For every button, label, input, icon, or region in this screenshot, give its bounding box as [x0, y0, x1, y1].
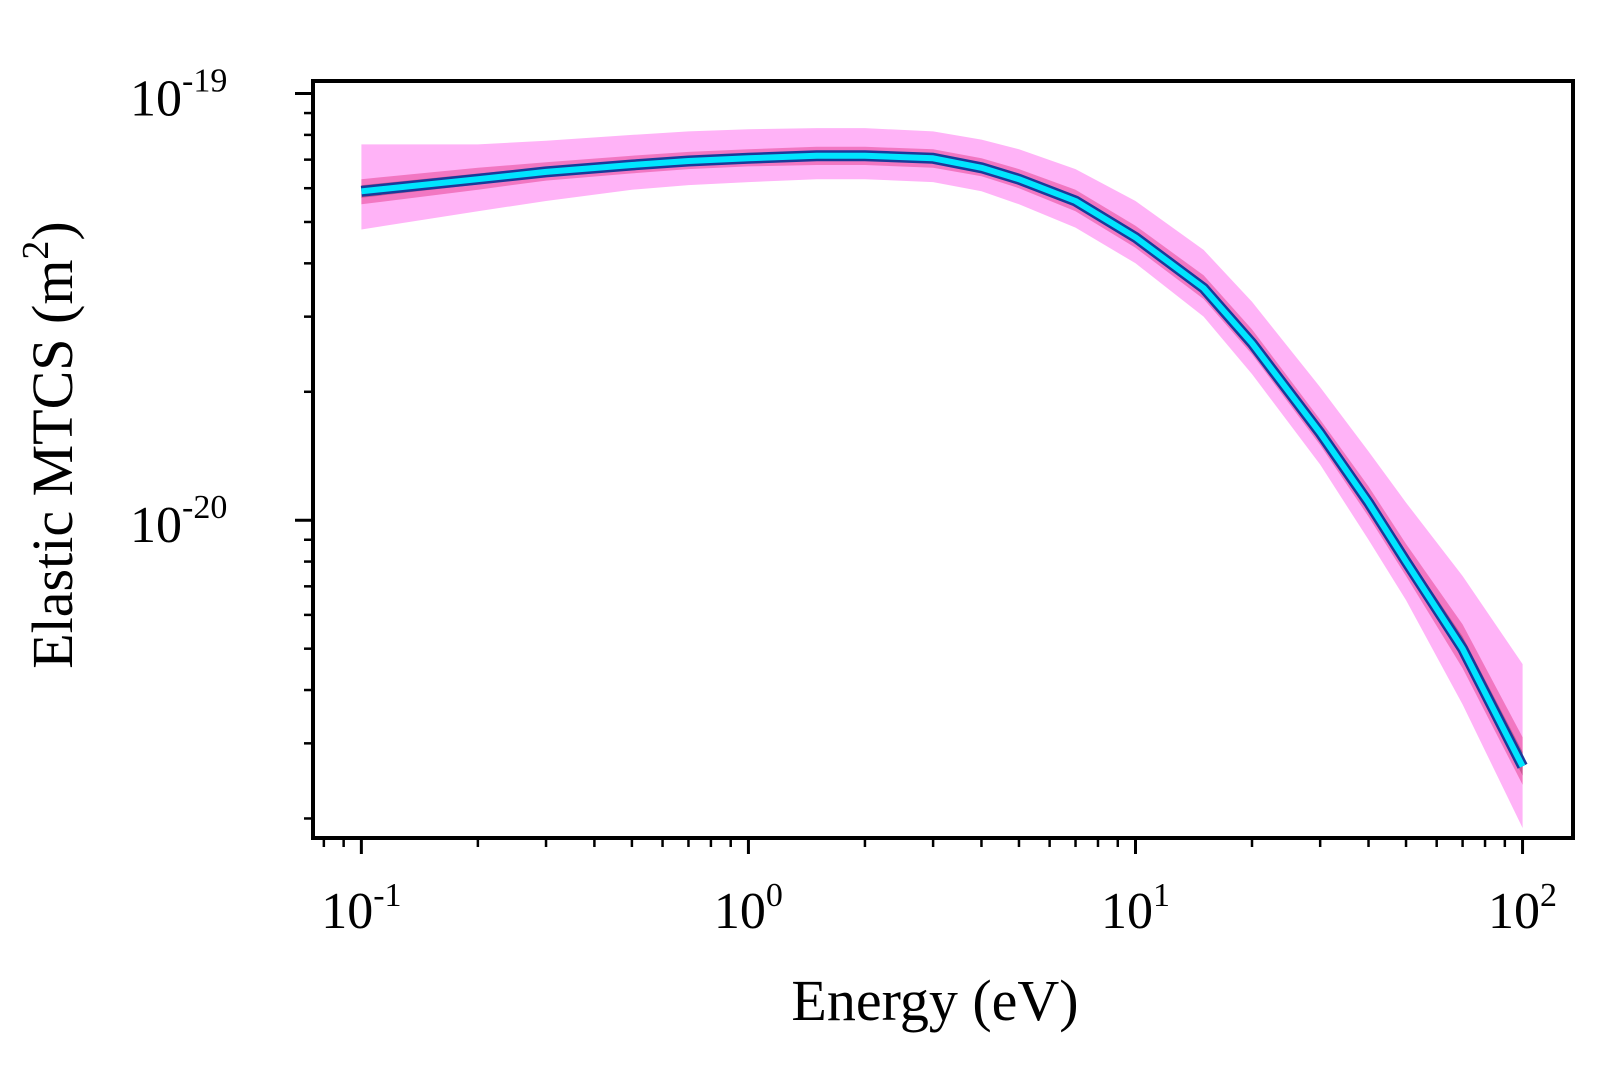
x-tick-exponent: 0 — [766, 877, 783, 914]
outer-uncertainty-band — [361, 128, 1523, 829]
y-tick-base: 10 — [130, 71, 182, 128]
x-axis-label: Energy (eV) — [791, 968, 1078, 1033]
y-axis-label: Elastic MTCS (m2) — [15, 221, 85, 669]
x-tick-label: 100 — [714, 877, 783, 940]
x-tick-base: 10 — [1488, 883, 1540, 940]
x-tick-base: 10 — [1101, 883, 1153, 940]
series-lines — [360, 150, 1528, 769]
x-tick-label: 101 — [1101, 877, 1170, 940]
y-tick-exponent: -19 — [182, 63, 227, 100]
y-axis-label-suffix: ) — [20, 221, 85, 240]
y-tick-exponent: -20 — [182, 489, 227, 526]
x-axis-tick-labels: 10-1 100 101 102 — [321, 877, 1557, 940]
plot-frame — [311, 79, 1575, 840]
y-axis-label-text: Elastic MTCS (m — [20, 260, 85, 669]
x-tick-exponent: -1 — [373, 877, 401, 914]
x-tick-base: 10 — [714, 883, 766, 940]
uncertainty-bands — [361, 128, 1523, 829]
series-line-mean — [361, 152, 1526, 768]
x-tick-label: 10-1 — [321, 877, 401, 940]
y-tick-label: 10-19 — [130, 63, 227, 128]
y-tick-base: 10 — [130, 497, 182, 554]
y-axis-label-exponent: 2 — [15, 241, 57, 260]
x-tick-base: 10 — [321, 883, 373, 940]
x-tick-exponent: 1 — [1153, 877, 1170, 914]
y-axis-ticks — [295, 92, 313, 820]
x-axis-ticks — [322, 838, 1525, 854]
x-tick-exponent: 2 — [1540, 877, 1557, 914]
y-tick-label: 10-20 — [130, 489, 227, 554]
x-tick-label: 102 — [1488, 877, 1557, 940]
